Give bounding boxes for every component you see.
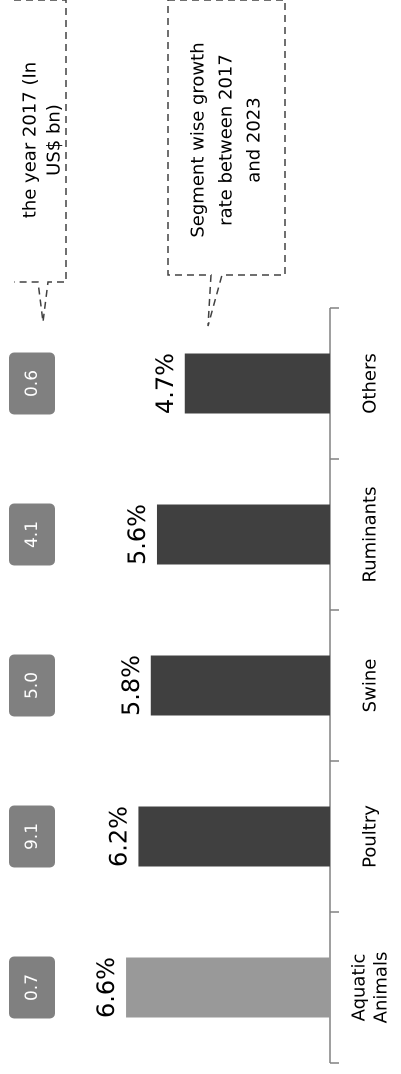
market-size-badge bbox=[9, 352, 55, 415]
market-size-callout: the year 2017 (In US$ bn) bbox=[14, 0, 67, 323]
bar bbox=[138, 806, 330, 867]
category-label: Others bbox=[360, 353, 381, 414]
growth-rate-callout: Segment wise growth rate between 2017 an… bbox=[167, 0, 286, 327]
growth-rate-callout-line-2: rate between 2017 bbox=[216, 54, 237, 226]
bar bbox=[150, 655, 330, 716]
data-label: 6.6% bbox=[92, 957, 120, 1018]
category-label: Aquatic bbox=[349, 954, 370, 1022]
growth-rate-callout-line-1: Segment wise growth bbox=[188, 42, 209, 237]
category-label: Ruminants bbox=[360, 487, 381, 583]
market-size-badge bbox=[9, 654, 55, 717]
category-label: Poultry bbox=[360, 805, 381, 868]
data-label: 6.2% bbox=[104, 806, 132, 867]
market-size-value: 0.7 bbox=[22, 974, 42, 1001]
market-size-callout-line-1: the year 2017 (In bbox=[20, 62, 41, 218]
market-size-value: 4.1 bbox=[22, 521, 42, 548]
market-size-callout-line-2: US$ bn) bbox=[44, 104, 65, 176]
bar bbox=[184, 353, 330, 414]
data-label: 5.6% bbox=[123, 504, 151, 565]
growth-rate-callout-line-3: and 2023 bbox=[244, 97, 265, 182]
data-label: 4.7% bbox=[151, 353, 179, 414]
data-label: 5.8% bbox=[117, 655, 145, 716]
market-size-value: 0.6 bbox=[22, 370, 42, 397]
market-size-value: 9.1 bbox=[22, 823, 42, 850]
market-size-badge bbox=[9, 956, 55, 1019]
category-label: Animals bbox=[371, 952, 392, 1024]
market-size-badge bbox=[9, 503, 55, 566]
category-label: Swine bbox=[360, 659, 381, 713]
bar bbox=[126, 957, 330, 1018]
market-size-value: 5.0 bbox=[22, 672, 42, 699]
bar bbox=[156, 504, 330, 565]
market-size-badge bbox=[9, 805, 55, 868]
